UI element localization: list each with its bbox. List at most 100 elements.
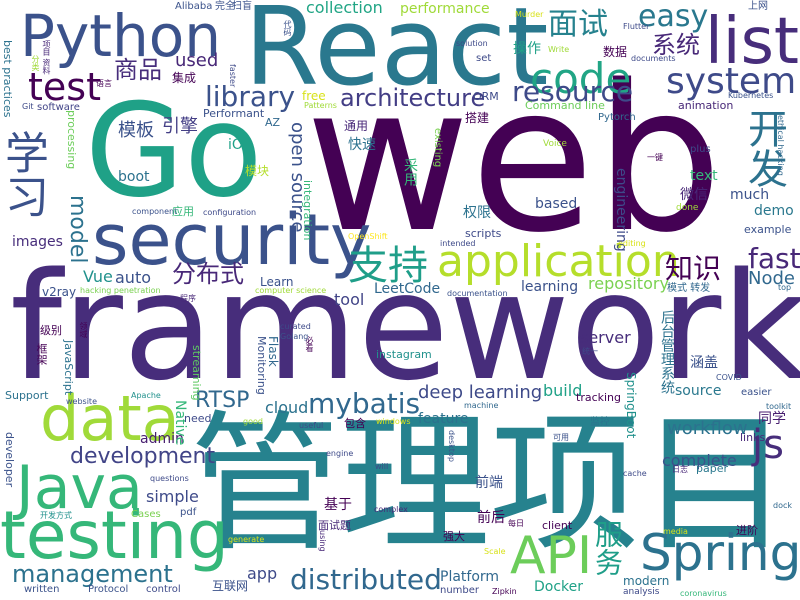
word-number: number xyxy=(440,585,480,596)
word-api: API xyxy=(510,526,593,586)
word-coronavirus: coronavirus xyxy=(680,589,727,598)
word-engine: engine xyxy=(326,449,354,458)
word-write: Write xyxy=(548,45,570,54)
word-springboot: SpringBoot xyxy=(624,372,638,439)
word-leetcode: LeetCode xyxy=(374,281,441,297)
word-moshi-zhuanfa: 模式 转发 xyxy=(667,283,711,294)
word-lingyu: 领域 xyxy=(79,322,88,338)
word-source: source xyxy=(675,383,722,399)
word-native: Native xyxy=(172,400,188,446)
word-shangpin: 商品 xyxy=(114,56,162,84)
word-xuexi: 学习 xyxy=(0,130,48,218)
word-good: good xyxy=(243,417,263,426)
word-hulianwang: 互联网 xyxy=(212,579,249,593)
word-chengxu: 程序 xyxy=(180,294,196,303)
word-muban: 模板 xyxy=(118,120,154,141)
word-system: system xyxy=(666,61,797,102)
word-cases: Cases xyxy=(131,509,161,520)
word-modern: modern xyxy=(623,574,670,588)
word-spring: Spring xyxy=(640,524,800,582)
word-animation: animation xyxy=(678,99,734,112)
word-configuration: configuration xyxy=(203,208,257,217)
word-houtai-guanli-xitong: 后台管理系统 xyxy=(659,310,675,394)
word-dock: dock xyxy=(773,501,793,510)
word-covid: COVID xyxy=(716,373,742,382)
word-yuyan: 语言 xyxy=(96,79,112,88)
word-used: used xyxy=(175,50,219,71)
word-open-source: open source xyxy=(287,122,308,233)
word-auto: auto xyxy=(115,268,152,287)
word-text: text xyxy=(690,168,718,184)
word-distributed: distributed xyxy=(290,563,442,596)
word-scale: Scale xyxy=(484,547,506,556)
word-questions: questions xyxy=(150,474,189,483)
word-alibaba: Alibaba xyxy=(175,1,213,12)
word-baohan: 包含 xyxy=(344,417,366,430)
word-flutter: Flutter xyxy=(623,22,650,31)
word-data: data xyxy=(40,382,180,455)
word-git: Git xyxy=(22,102,34,111)
word-development: development xyxy=(70,444,216,469)
word-ethical-hacking: ethical hacking xyxy=(776,115,785,176)
word-go: Go xyxy=(85,77,263,226)
word-editing: editing xyxy=(618,239,646,248)
word-generate: generate xyxy=(228,535,265,544)
word-shuju: 数据 xyxy=(603,45,628,59)
word-murder: Murder xyxy=(515,10,544,19)
word-test: test xyxy=(28,65,101,109)
word-xiangmu-ziliao: 项目 资料 xyxy=(42,40,51,75)
word-repository: repository xyxy=(588,274,669,293)
word-qiangda: 强大 xyxy=(443,530,465,543)
word-tongyong: 通用 xyxy=(344,119,369,133)
word-scripts: scripts xyxy=(465,227,502,240)
word-rizhi: 日志 xyxy=(672,465,688,474)
word-kuaisu: 快速 xyxy=(348,137,376,153)
word-performant: Performant xyxy=(203,107,265,120)
word-done: done xyxy=(676,203,699,213)
word-testing: testing xyxy=(0,497,229,574)
word-apache: Apache xyxy=(131,391,161,400)
word-complete: complete xyxy=(662,451,737,470)
word-v2ray: v2ray xyxy=(42,285,77,299)
word-qianduan: 前端 xyxy=(475,475,503,491)
word-demo: demo xyxy=(754,203,794,219)
word-framework: framework xyxy=(10,241,800,413)
word-existing: existing xyxy=(432,128,443,168)
word-workflow: workflow xyxy=(667,418,748,439)
word-fenlei: 分类 xyxy=(31,55,40,71)
word-free: free xyxy=(302,89,326,103)
word-website: website xyxy=(66,397,97,406)
word-mianshiti: 面试题 xyxy=(318,519,351,532)
word-admin: admin xyxy=(140,431,184,447)
word-kubernetes: Kubernetes xyxy=(728,91,774,100)
word-mianshi: 面试 xyxy=(548,7,608,42)
word-documents: documents xyxy=(631,54,676,63)
word-xitong: 系统 xyxy=(652,31,700,59)
word-yinqing: 引擎 xyxy=(162,116,198,137)
word-mokuai: 模块 xyxy=(245,164,270,178)
word-flask: Flask xyxy=(266,336,280,367)
word-instagram: instagram xyxy=(376,348,432,361)
word-zhishi: 知识 xyxy=(665,252,722,285)
word-meiri: 每日 xyxy=(508,519,524,528)
word-curated: curated xyxy=(280,322,311,331)
word-java: Java xyxy=(16,453,143,523)
word-yijian: 一键 xyxy=(647,153,663,162)
word-jinjie: 进阶 xyxy=(736,524,758,537)
word-vue: Vue xyxy=(83,267,113,286)
word-developer: developer xyxy=(3,432,16,488)
word-security: security xyxy=(92,199,372,281)
word-build: build xyxy=(543,381,583,400)
word-wanquan: 完全 xyxy=(215,1,235,12)
word-jiankong: 监控 xyxy=(590,417,610,428)
word-monitoring: Monitoring xyxy=(255,336,268,395)
word-easier: easier xyxy=(741,387,772,398)
word-jibie: 级别 xyxy=(40,324,62,337)
word-tracking: tracking xyxy=(576,391,622,404)
word-jicheng: 集成 xyxy=(172,71,197,85)
word-example: example xyxy=(744,223,792,236)
word-component: component xyxy=(132,207,178,216)
word-keyong: 可用 xyxy=(553,433,569,442)
word-documentation: documentation xyxy=(447,289,508,298)
word-daima: 代码 xyxy=(283,20,292,36)
